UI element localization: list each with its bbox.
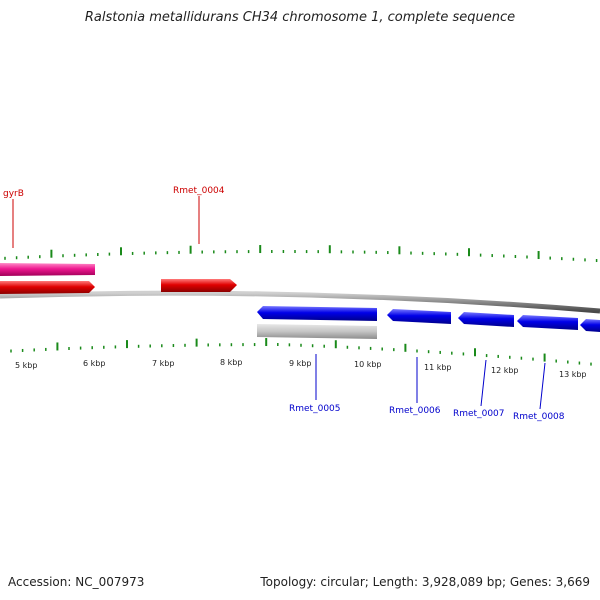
scale-label-10kbp: 10 kbp <box>354 360 382 369</box>
gene-arrow-rmet-0008 <box>517 315 578 330</box>
tick-marks-bottom <box>10 338 592 366</box>
leader-line-rmet-0008 <box>539 362 546 410</box>
gene-arrow-rmet-0006 <box>387 309 451 324</box>
scale-label-5kbp: 5 kbp <box>15 361 37 370</box>
gene-arrow-pseudo <box>257 324 377 339</box>
gene-label-rmet-0007: Rmet_0007 <box>453 409 505 419</box>
scale-label-13kbp: 13 kbp <box>559 370 587 379</box>
scale-label-6kbp: 6 kbp <box>83 359 105 368</box>
scale-label-7kbp: 7 kbp <box>152 359 174 368</box>
gene-arrow-forward-1 <box>0 281 95 294</box>
gene-label-rmet-0005: Rmet_0005 <box>289 404 341 414</box>
gene-arrow-rightmost <box>580 319 600 332</box>
sequence-summary: Topology: circular; Length: 3,928,089 bp… <box>260 575 590 589</box>
gene-arrow-gyrb <box>0 263 95 276</box>
scale-label-11kbp: 11 kbp <box>424 363 452 372</box>
gene-label-rmet-0004: Rmet_0004 <box>173 186 225 196</box>
scale-label-8kbp: 8 kbp <box>220 358 242 367</box>
scale-label-9kbp: 9 kbp <box>289 359 311 368</box>
gene-arrow-rmet-0004 <box>161 279 237 292</box>
chromosome-backbone <box>0 290 600 314</box>
gene-arrow-rmet-0007 <box>458 312 514 327</box>
gene-label-rmet-0008: Rmet_0008 <box>513 412 565 422</box>
map-title: Ralstonia metallidurans CH34 chromosome … <box>84 10 516 25</box>
scale-label-12kbp: 12 kbp <box>491 366 519 375</box>
accession-text: Accession: NC_007973 <box>8 575 145 589</box>
leader-line-rmet-0007 <box>480 359 487 407</box>
gene-label-rmet-0006: Rmet_0006 <box>389 406 441 416</box>
tick-marks-top <box>4 245 598 263</box>
gene-arrow-rmet-0005 <box>257 306 377 321</box>
gene-label-gyrb: gyrB <box>3 189 24 199</box>
